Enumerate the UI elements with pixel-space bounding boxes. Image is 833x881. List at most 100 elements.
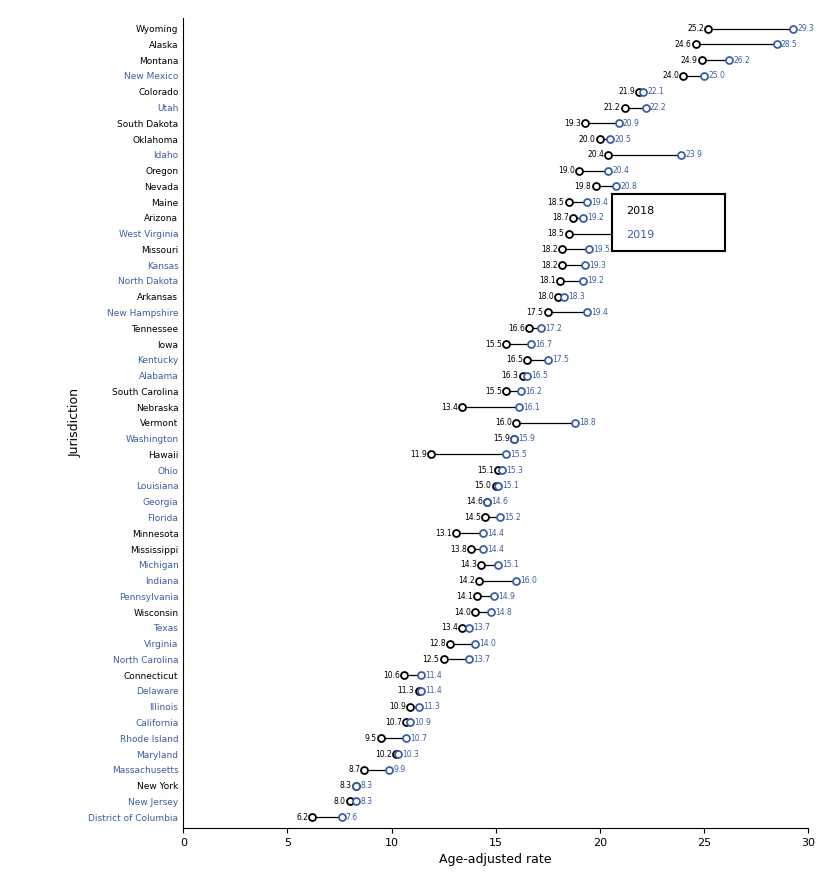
Text: 17.5: 17.5 [526,308,543,317]
Text: 14.4: 14.4 [487,544,504,553]
Text: 14.8: 14.8 [496,608,512,617]
Text: 19.4: 19.4 [591,308,608,317]
Text: 25.2: 25.2 [687,24,704,33]
Text: 19.5: 19.5 [593,245,611,254]
Text: 18.8: 18.8 [579,418,596,427]
Text: 11.9: 11.9 [410,450,426,459]
Text: 16.5: 16.5 [531,371,548,380]
Text: 16.1: 16.1 [523,403,540,411]
Text: 20.0: 20.0 [579,135,596,144]
Text: 16.5: 16.5 [506,355,523,365]
Text: 6.2: 6.2 [297,812,308,822]
Text: 16.0: 16.0 [521,576,537,585]
Text: 18.5: 18.5 [547,229,565,238]
Text: 19.8: 19.8 [575,181,591,191]
Text: 7.6: 7.6 [346,812,358,822]
Text: 8.3: 8.3 [340,781,352,790]
Text: 23.9: 23.9 [685,151,702,159]
Text: 11.3: 11.3 [397,686,415,695]
Text: 14.6: 14.6 [466,497,483,507]
Text: 16.7: 16.7 [535,339,552,349]
Text: 19.2: 19.2 [587,277,604,285]
Text: 18.2: 18.2 [541,261,558,270]
Text: 14.1: 14.1 [456,592,472,601]
Text: 18.7: 18.7 [551,213,568,222]
Text: 15.9: 15.9 [518,434,536,443]
Text: 28.5: 28.5 [781,40,798,49]
Text: 14.0: 14.0 [479,639,496,648]
Text: 13.7: 13.7 [472,624,490,633]
Text: 12.8: 12.8 [429,639,446,648]
Text: 9.9: 9.9 [393,766,406,774]
Text: 15.5: 15.5 [485,387,501,396]
Text: 16.3: 16.3 [501,371,518,380]
Y-axis label: Jurisdiction: Jurisdiction [68,389,82,457]
Text: 15.5: 15.5 [485,339,501,349]
Text: 25.0: 25.0 [708,71,725,80]
Text: 15.1: 15.1 [501,560,519,569]
Text: 15.0: 15.0 [475,481,491,491]
Text: 11.3: 11.3 [422,702,440,711]
Text: 10.3: 10.3 [402,750,419,759]
Text: 10.9: 10.9 [415,718,431,727]
Text: 14.4: 14.4 [487,529,504,537]
Text: 15.1: 15.1 [476,466,493,475]
Text: 18.1: 18.1 [540,277,556,285]
Text: 13.7: 13.7 [472,655,490,664]
Text: 20.4: 20.4 [587,151,604,159]
Text: 19.0: 19.0 [558,167,575,175]
Text: 10.2: 10.2 [375,750,392,759]
Text: 9.5: 9.5 [365,734,377,743]
Text: 14.3: 14.3 [460,560,476,569]
Text: 21.2: 21.2 [604,103,621,112]
Text: 18.0: 18.0 [537,292,554,301]
Text: 22.2: 22.2 [650,103,666,112]
Text: 10.7: 10.7 [385,718,402,727]
Text: 14.6: 14.6 [491,497,508,507]
Text: 15.3: 15.3 [506,466,523,475]
Text: 19.3: 19.3 [589,261,606,270]
Text: 13.4: 13.4 [441,624,458,633]
Text: 29.3: 29.3 [797,24,815,33]
Text: 17.2: 17.2 [546,323,562,333]
Text: 10.7: 10.7 [410,734,427,743]
Text: 19.4: 19.4 [591,197,608,207]
Text: 24.9: 24.9 [681,56,697,64]
Text: 14.9: 14.9 [497,592,515,601]
Text: 21.9: 21.9 [618,87,635,96]
Text: 19.2: 19.2 [587,213,604,222]
Text: 15.1: 15.1 [501,481,519,491]
Text: 20.9: 20.9 [622,119,640,128]
Text: 2019: 2019 [626,230,654,240]
Text: 8.3: 8.3 [360,796,372,806]
Text: 18.3: 18.3 [568,292,586,301]
Text: 18.2: 18.2 [541,245,558,254]
Text: 8.7: 8.7 [348,766,360,774]
Text: 18.5: 18.5 [547,197,565,207]
Text: 22.1: 22.1 [648,87,664,96]
Text: 16.2: 16.2 [525,387,541,396]
Text: 14.0: 14.0 [454,608,471,617]
Text: 12.5: 12.5 [422,655,440,664]
Text: 19.3: 19.3 [564,119,581,128]
Text: 15.2: 15.2 [504,513,521,522]
Text: 20.8: 20.8 [621,181,637,191]
Text: 16.6: 16.6 [508,323,525,333]
Text: 11.4: 11.4 [425,686,441,695]
Text: 13.8: 13.8 [450,544,466,553]
Text: 26.2: 26.2 [733,56,750,64]
Text: 13.1: 13.1 [435,529,451,537]
Text: 14.5: 14.5 [464,513,481,522]
Text: 20.4: 20.4 [612,167,629,175]
Text: 15.5: 15.5 [510,450,527,459]
Text: 11.4: 11.4 [425,670,441,679]
Text: 13.4: 13.4 [441,403,458,411]
Text: 21.2: 21.2 [629,229,646,238]
Text: 8.0: 8.0 [334,796,346,806]
Text: 2018: 2018 [626,206,654,216]
Text: 20.5: 20.5 [614,135,631,144]
Text: 8.3: 8.3 [360,781,372,790]
Text: 17.5: 17.5 [551,355,569,365]
Text: 10.6: 10.6 [383,670,400,679]
Text: 16.0: 16.0 [496,418,512,427]
